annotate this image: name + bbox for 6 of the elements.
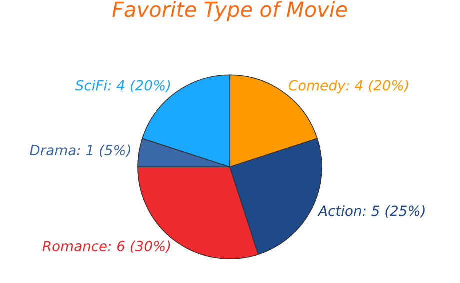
slice-label: Romance: 6 (30%): [42, 240, 170, 254]
slice-label: Drama: 1 (5%): [30, 144, 130, 158]
slice-label: SciFi: 4 (20%): [75, 80, 170, 92]
slice-label: Action: 5 (25%): [318, 206, 425, 218]
slice-label: Comedy: 4 (20%): [288, 80, 408, 94]
chart-title: Favorite Type of Movie: [112, 1, 348, 22]
